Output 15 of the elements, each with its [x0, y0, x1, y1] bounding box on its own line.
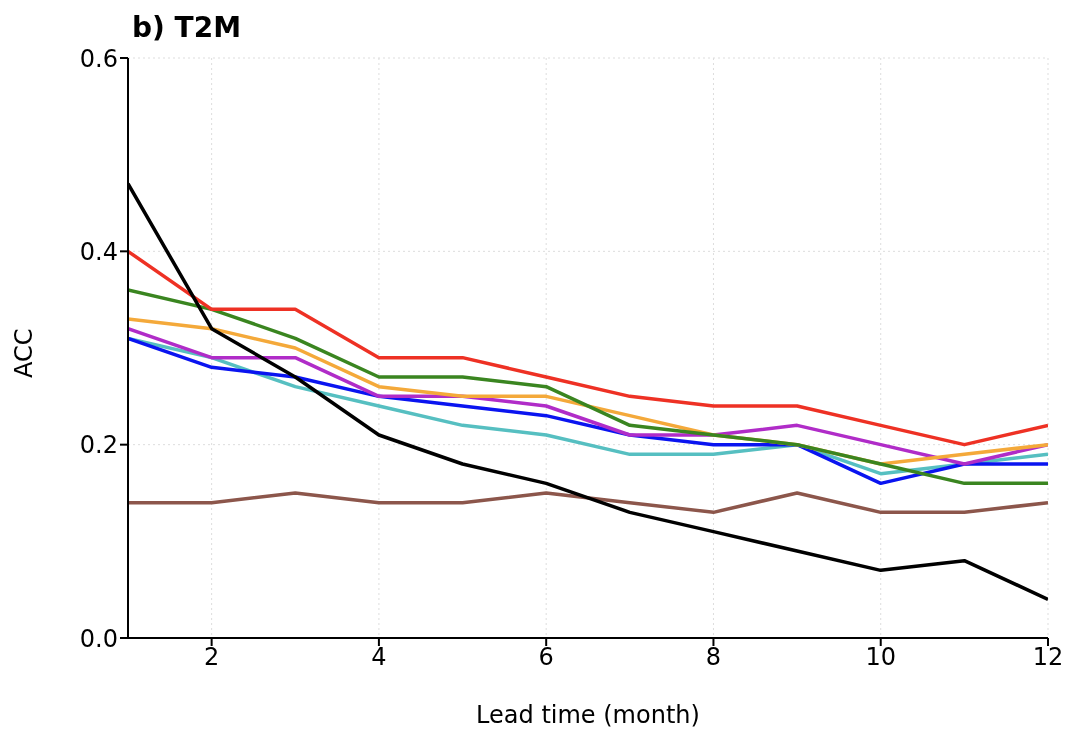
x-axis-title: Lead time (month) — [476, 701, 700, 729]
line-series — [128, 288, 1048, 486]
line-series — [128, 249, 1048, 447]
y-tick-label: 0.4 — [79, 237, 118, 266]
x-tick-label: 6 — [538, 643, 554, 672]
chart-title: b) T2M — [132, 10, 243, 46]
x-tick-label: 4 — [371, 643, 387, 672]
x-tick-label: 2 — [204, 643, 220, 672]
y-axis-title: ACC — [9, 328, 38, 378]
x-tick-label: 10 — [865, 643, 896, 672]
x-tick-label: 12 — [1032, 643, 1064, 672]
y-tick-label: 0.2 — [79, 431, 118, 460]
x-tick-label: 8 — [705, 643, 722, 672]
y-tick-label: 0.6 — [79, 44, 118, 73]
y-tick-label: 0.0 — [79, 624, 118, 653]
